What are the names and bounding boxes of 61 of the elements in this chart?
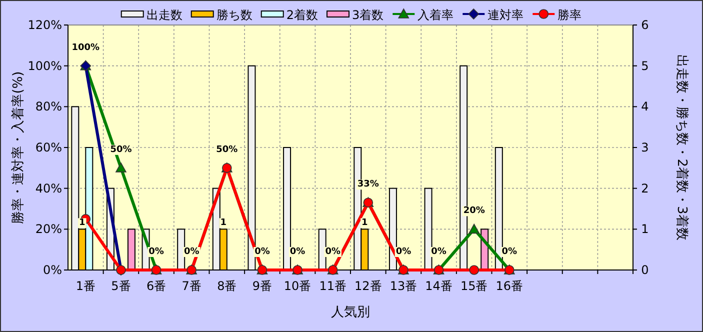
data-label: 50% — [216, 144, 238, 155]
legend-label: 勝ち数 — [216, 8, 252, 22]
data-label: 100% — [72, 42, 100, 53]
y-tick-label: 100% — [28, 58, 62, 73]
x-axis-title: 人気別 — [331, 305, 370, 320]
legend-label: 出走数 — [146, 8, 182, 22]
legend-label: 連対率 — [488, 8, 524, 22]
bar — [127, 228, 136, 270]
y-tick-label: 0% — [42, 263, 62, 277]
x-tick-label: 6番 — [146, 279, 166, 293]
legend-label: 3着数 — [352, 8, 384, 22]
y2-axis-title: 出走数・勝ち数・2着数・3着数 — [674, 54, 690, 240]
legend-label: 2着数 — [286, 8, 318, 22]
y-tick-label: 80% — [35, 100, 62, 114]
y-tick-label: 20% — [35, 222, 62, 236]
x-tick-label: 15番 — [460, 279, 488, 293]
data-label: 0% — [254, 247, 270, 257]
data-label: 0% — [502, 247, 518, 257]
x-tick-label: 1番 — [76, 279, 96, 293]
point — [468, 224, 480, 234]
y-tick-label: 60% — [35, 140, 62, 154]
bar — [424, 188, 432, 270]
bar — [283, 147, 292, 270]
x-tick-label: 9番 — [252, 279, 272, 293]
y2-tick-label: 3 — [641, 140, 649, 154]
x-tick-label: 5番 — [111, 279, 131, 293]
data-label: 1 — [220, 218, 227, 228]
x-tick-label: 13番 — [390, 279, 418, 293]
x-tick-label: 10番 — [284, 279, 312, 293]
data-label: 33% — [357, 180, 379, 190]
data-label: 1 — [79, 218, 86, 228]
y2-tick-label: 6 — [641, 18, 649, 32]
y2-tick-label: 4 — [641, 100, 649, 114]
y2-tick-label: 5 — [641, 58, 649, 73]
data-label: 0% — [325, 247, 340, 257]
y2-tick-label: 2 — [641, 181, 649, 196]
data-label: 50% — [110, 144, 132, 155]
y2-tick-label: 0 — [641, 263, 649, 277]
point — [469, 265, 479, 275]
y-tick-label: 40% — [35, 181, 62, 196]
x-tick-label: 16番 — [496, 279, 524, 293]
data-label: 0% — [290, 247, 306, 257]
x-tick-label: 8番 — [217, 279, 237, 293]
data-label: 0% — [148, 247, 164, 257]
data-label: 1 — [362, 218, 368, 228]
point — [116, 162, 126, 172]
x-tick-label: 14番 — [425, 279, 452, 293]
y-axis-title: 勝率・連対率・入着率(%) — [10, 71, 26, 224]
bar — [177, 228, 186, 270]
legend-label: 入着率 — [418, 8, 454, 22]
x-tick-label: 12番 — [354, 279, 382, 293]
data-label: 0% — [396, 247, 412, 257]
x-tick-label: 7番 — [182, 279, 202, 293]
x-tick-label: 11番 — [319, 279, 346, 293]
legend-label: 勝率 — [558, 8, 582, 22]
bar — [494, 147, 503, 270]
y2-tick-label: 1 — [641, 222, 649, 236]
y-tick-label: 120% — [28, 18, 62, 32]
data-label: 20% — [463, 206, 485, 216]
data-label: 0% — [184, 247, 200, 257]
data-label: 0% — [431, 247, 446, 257]
